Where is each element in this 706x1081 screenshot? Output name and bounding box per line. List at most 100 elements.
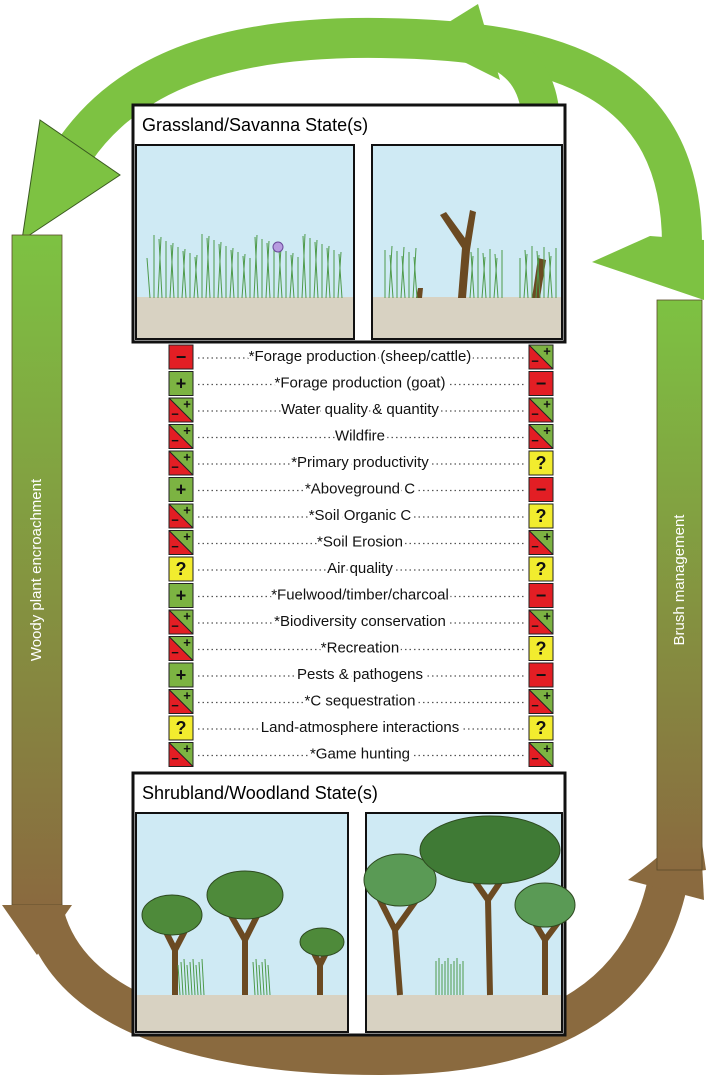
symbol: + — [183, 688, 191, 703]
symbol-box — [168, 397, 194, 423]
grass-blade — [242, 255, 247, 299]
right-arrow-head — [592, 236, 704, 300]
grass-blade — [493, 257, 498, 299]
symbol: ? — [536, 559, 547, 579]
symbol: − — [171, 433, 179, 448]
grass-blade — [337, 251, 342, 299]
grass — [146, 233, 557, 996]
symbol-diagonal — [528, 397, 554, 423]
symbol-box — [528, 636, 554, 661]
grass-blade — [401, 255, 406, 299]
grass-blade — [524, 249, 529, 299]
grass-blade — [313, 239, 318, 299]
symbol-box — [168, 503, 194, 529]
symbol: − — [176, 347, 187, 367]
grass-blade — [206, 237, 211, 299]
left-arrow-head — [2, 905, 72, 955]
grass-blade — [413, 256, 418, 299]
symbol-diagonal — [168, 530, 194, 555]
symbol: ? — [536, 453, 547, 473]
symbol-box — [528, 742, 554, 767]
symbol: − — [171, 459, 179, 474]
service-label: *Soil Organic C — [309, 507, 412, 524]
symbol-box — [168, 609, 194, 635]
symbol: + — [176, 585, 187, 605]
service-label: *Forage production (sheep/cattle) — [249, 348, 472, 365]
symbol-diagonal — [168, 742, 194, 767]
symbol-box — [528, 450, 554, 476]
symbol: + — [543, 423, 551, 438]
symbol-diagonal — [168, 689, 194, 714]
grass-blade — [241, 253, 246, 299]
symbol: + — [183, 741, 191, 756]
grass-blade — [469, 255, 474, 299]
symbol: − — [171, 618, 179, 633]
symbol-box — [528, 477, 554, 502]
symbol-box — [168, 583, 194, 608]
grass-blade — [177, 964, 181, 996]
symbol-diagonal — [168, 424, 194, 449]
grass-blade — [180, 961, 184, 996]
grass-blade — [261, 961, 265, 996]
symbol: + — [183, 449, 191, 464]
symbol: − — [171, 539, 179, 554]
grass-blade — [470, 251, 475, 299]
symbol-box — [168, 424, 194, 449]
grass-blade — [494, 253, 499, 299]
symbol-diagonal — [528, 424, 554, 449]
service-label: *Primary productivity — [291, 454, 429, 471]
ground — [367, 995, 561, 1031]
symbol-box — [168, 344, 194, 370]
grass-blade — [255, 958, 259, 996]
right-arrow — [656, 299, 703, 871]
symbol-box — [168, 530, 194, 555]
grass-blade — [170, 244, 175, 299]
left-arrow — [11, 234, 63, 906]
service-label: *Game hunting — [310, 745, 410, 762]
symbol: − — [531, 539, 539, 554]
symbol: − — [536, 373, 547, 393]
symbol: − — [531, 751, 539, 766]
grass-blade — [254, 236, 259, 299]
grass-blade — [157, 236, 162, 299]
symbol-box — [168, 662, 194, 688]
symbol-box — [168, 689, 194, 714]
symbol-diagonal — [168, 397, 194, 423]
grass-blade — [192, 958, 196, 996]
service-label: *Soil Erosion — [317, 533, 403, 550]
ground — [137, 995, 347, 1031]
canopies — [141, 815, 576, 957]
symbol: + — [176, 373, 187, 393]
symbol: + — [183, 529, 191, 544]
grass-blade — [523, 253, 528, 299]
symbol: + — [183, 608, 191, 623]
grass-blade — [400, 246, 405, 299]
symbol: + — [543, 396, 551, 411]
symbol-box — [168, 715, 194, 741]
symbol-diagonal — [528, 530, 554, 555]
symbol: + — [543, 529, 551, 544]
grass-blade — [302, 235, 307, 299]
symbol: − — [531, 433, 539, 448]
grass-blade — [217, 241, 222, 299]
symbol: ? — [176, 718, 187, 738]
grass-blade — [290, 254, 295, 299]
symbol-box — [528, 371, 554, 396]
symbol-diagonal — [528, 689, 554, 714]
grass-blade — [195, 964, 199, 996]
service-label: *C sequestration — [305, 692, 416, 709]
grass-blade — [482, 252, 487, 299]
symbol-diagonal — [528, 742, 554, 767]
symbol-box — [528, 397, 554, 423]
symbol: − — [171, 512, 179, 527]
symbol-diagonal — [168, 609, 194, 635]
service-label: *Biodiversity conservation — [274, 613, 446, 630]
grass-blade — [535, 254, 540, 299]
symbol: ? — [176, 559, 187, 579]
symbol: + — [183, 502, 191, 517]
symbol: + — [183, 396, 191, 411]
grass-blade — [412, 247, 417, 299]
grass-blade — [481, 256, 486, 299]
symbol-box — [528, 424, 554, 449]
